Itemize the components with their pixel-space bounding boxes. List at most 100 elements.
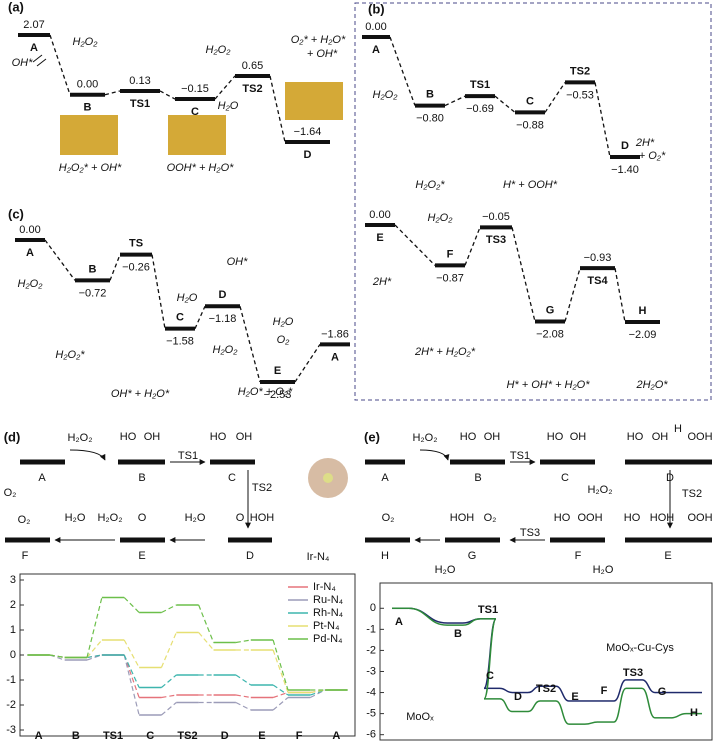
connector [494, 95, 516, 113]
legend-label: Pt-N₄ [313, 620, 340, 632]
connector [161, 694, 177, 699]
scheme-label: A [381, 472, 389, 484]
scheme-label: O₂ [382, 512, 395, 524]
connector [161, 702, 177, 716]
connector [159, 90, 176, 100]
panel-label: (c) [8, 206, 24, 221]
legend-label: MoOₓ [406, 711, 434, 723]
scheme-label: H₂O₂ [412, 432, 437, 444]
species-label: H₂O₂ [213, 344, 239, 356]
value-label: −0.93 [584, 252, 612, 264]
connector [86, 654, 102, 659]
connector [49, 654, 65, 659]
category-label: F [601, 685, 608, 697]
connector [194, 305, 206, 329]
y-tick-label: 1 [10, 624, 16, 636]
scheme-label: H [674, 423, 682, 435]
connector [86, 597, 103, 658]
y-tick-label: -4 [366, 686, 376, 698]
level-name: A [372, 44, 380, 56]
species-label: H₂O* + O₂* [238, 386, 293, 398]
scheme-label: OH [236, 431, 253, 443]
x-tick-label: TS1 [103, 730, 123, 742]
scheme-label: H₂O [185, 512, 206, 524]
connector [235, 694, 251, 699]
y-tick-label: -5 [366, 708, 376, 720]
level-name: A [30, 42, 38, 54]
y-tick-label: 0 [10, 649, 16, 661]
connector [214, 75, 236, 100]
species-label: H₂O₂ [373, 89, 399, 101]
value-label: −2.09 [629, 329, 657, 341]
connector [235, 701, 252, 711]
category-label: E [571, 691, 578, 703]
x-tick-label: D [221, 730, 229, 742]
level-name: TS4 [587, 275, 608, 287]
connector [123, 654, 140, 698]
level-name: TS1 [470, 79, 490, 91]
connector [564, 267, 581, 322]
scheme-label: B [474, 472, 481, 484]
species-label: H₂O₂ [428, 212, 454, 224]
y-tick-label: 0 [370, 602, 376, 614]
connector [511, 227, 536, 322]
species-label: H₂O₂* + OH* [59, 162, 122, 174]
y-tick-label: -1 [366, 623, 376, 635]
scheme-label: E [138, 550, 145, 562]
species-label: + OH* [307, 48, 338, 60]
y-tick-label: 3 [10, 574, 16, 586]
scheme-label: O₂ [18, 514, 31, 526]
connector [407, 607, 448, 624]
scheme-label: A [38, 472, 46, 484]
species-label: O₂* + H₂O* [291, 34, 346, 46]
x-tick-label: A [35, 730, 43, 742]
level-name: F [447, 248, 454, 260]
species-label: 2H₂O* [635, 379, 668, 391]
species-label: OH* [227, 256, 249, 268]
scheme-label: H₂O [593, 564, 614, 576]
level-name: G [546, 304, 555, 316]
species-label: 2H* + H₂O₂* [414, 346, 476, 358]
level-name: TS [129, 237, 143, 249]
level-name: C [526, 95, 534, 107]
scheme-label: OH [652, 431, 669, 443]
category-label: D [514, 691, 522, 703]
scheme-label: HO [624, 512, 641, 524]
level-name: TS1 [130, 98, 150, 110]
level-name: E [376, 232, 383, 244]
species-label: H₂O [218, 100, 239, 112]
scheme-label: C [561, 472, 569, 484]
scheme-label: H₂O₂ [67, 432, 92, 444]
value-label: −0.26 [122, 261, 150, 273]
connector [294, 344, 321, 383]
level-name: A [26, 247, 34, 259]
connector [527, 685, 541, 694]
connector [310, 689, 326, 699]
species-label: H* + OH* + H₂O* [506, 379, 590, 391]
level-name: B [426, 88, 434, 100]
category-label: A [395, 616, 403, 628]
scheme-label: HOH [450, 512, 475, 524]
connector [239, 306, 261, 383]
level-name: A [331, 351, 339, 363]
connector [614, 268, 626, 323]
connector [444, 95, 466, 107]
connector [123, 639, 140, 668]
species-label: H₂O₂ [206, 44, 232, 56]
y-tick-label: -6 [366, 729, 376, 741]
value-label: −0.05 [482, 211, 510, 223]
scheme-label: E [664, 550, 671, 562]
connector [198, 604, 215, 643]
scheme-label: F [575, 550, 582, 562]
value-label: −0.80 [416, 112, 444, 124]
connector [555, 685, 570, 702]
scheme-label: H₂O₂ [97, 512, 122, 524]
species-label: H₂O₂* [415, 179, 445, 191]
connector [123, 597, 140, 613]
species-label: 2H* [372, 276, 392, 288]
value-label: −0.53 [566, 89, 594, 101]
species-label: H₂O₂* [55, 349, 85, 361]
legend-label: Pd-N₄ [313, 633, 343, 645]
scheme-label: OOH [577, 512, 602, 524]
